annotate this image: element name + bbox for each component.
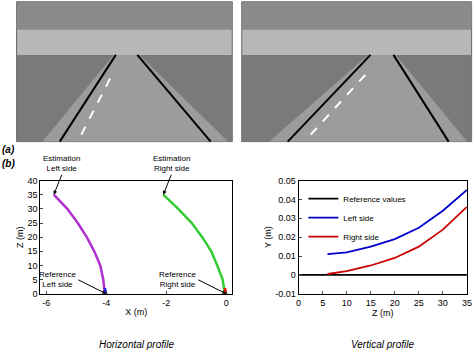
svg-text:20: 20 [27, 232, 37, 242]
svg-text:0: 0 [291, 270, 296, 280]
svg-text:35: 35 [462, 298, 472, 308]
svg-text:X (m): X (m) [125, 307, 147, 317]
svg-text:0.04: 0.04 [278, 195, 296, 205]
svg-text:Z (m): Z (m) [15, 226, 25, 248]
svg-text:(a): (a) [2, 144, 15, 155]
svg-text:EstimationLeft side: EstimationLeft side [43, 154, 80, 173]
svg-text:Right side: Right side [343, 233, 379, 242]
svg-text:0: 0 [296, 298, 301, 308]
svg-text:10: 10 [342, 298, 352, 308]
svg-text:0.01: 0.01 [278, 251, 296, 261]
svg-text:0.03: 0.03 [278, 213, 296, 223]
svg-text:0: 0 [224, 298, 229, 308]
svg-text:Vertical profile: Vertical profile [351, 339, 414, 350]
svg-text:-2: -2 [162, 298, 170, 308]
svg-text:5: 5 [32, 275, 37, 285]
svg-text:10: 10 [27, 261, 37, 271]
svg-text:25: 25 [27, 218, 37, 228]
svg-text:35: 35 [27, 190, 37, 200]
svg-text:Horizontal profile: Horizontal profile [99, 339, 174, 350]
svg-text:(b): (b) [2, 158, 15, 169]
svg-text:0: 0 [32, 289, 37, 299]
svg-text:15: 15 [27, 246, 37, 256]
svg-text:30: 30 [27, 204, 37, 214]
svg-text:0.05: 0.05 [278, 176, 296, 186]
svg-text:40: 40 [27, 176, 37, 186]
svg-text:15: 15 [366, 298, 376, 308]
svg-text:EstimationRight side: EstimationRight side [153, 154, 190, 173]
svg-text:Reference values: Reference values [343, 195, 405, 204]
svg-text:5: 5 [320, 298, 325, 308]
svg-text:Left side: Left side [343, 214, 374, 223]
svg-text:ReferenceRight side: ReferenceRight side [159, 270, 196, 289]
svg-text:0.02: 0.02 [278, 232, 296, 242]
svg-text:ReferenceLeft side: ReferenceLeft side [39, 270, 76, 289]
svg-text:Z (m): Z (m) [372, 308, 394, 318]
svg-text:-0.01: -0.01 [275, 289, 296, 299]
svg-text:Y (m): Y (m) [263, 226, 273, 248]
svg-text:-6: -6 [42, 298, 50, 308]
svg-text:25: 25 [414, 298, 424, 308]
svg-text:-4: -4 [102, 298, 110, 308]
svg-text:30: 30 [438, 298, 448, 308]
svg-text:20: 20 [390, 298, 400, 308]
